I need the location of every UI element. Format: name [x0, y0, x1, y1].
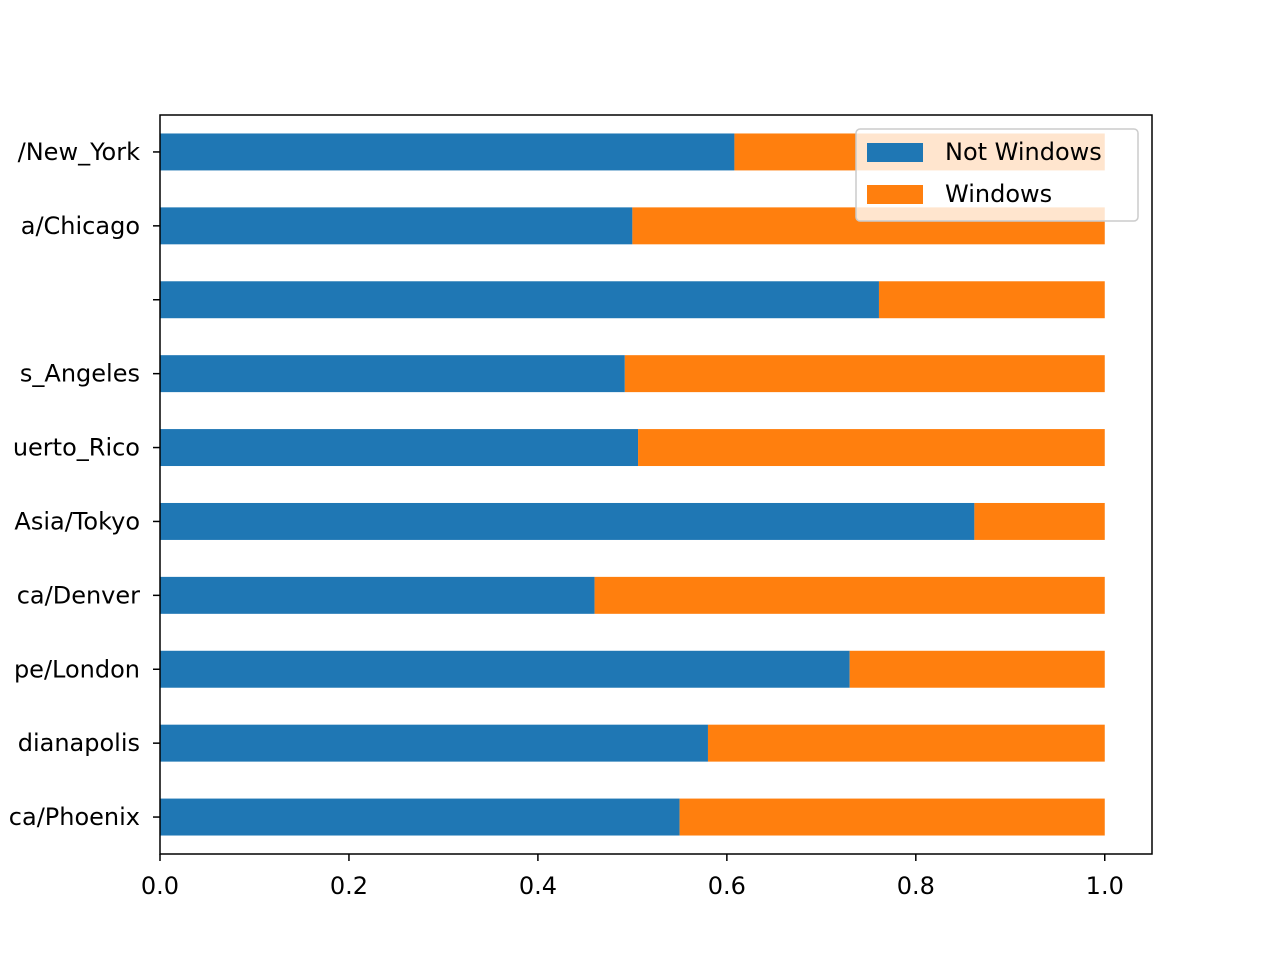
y-tick-label-2: pe/London	[14, 655, 140, 683]
y-tick-label-3: ca/Denver	[17, 581, 140, 609]
bar-windows-5	[638, 429, 1105, 467]
y-tick-label-0: ca/Phoenix	[9, 803, 140, 831]
bar-windows-4	[974, 502, 1105, 540]
legend-swatch-windows	[867, 185, 923, 204]
bar-not-windows-6	[160, 355, 625, 393]
legend-label-windows: Windows	[945, 180, 1052, 208]
x-tick-label-4: 0.8	[897, 872, 935, 900]
x-tick-label-5: 1.0	[1086, 872, 1124, 900]
y-tick-label-4: Asia/Tokyo	[14, 507, 140, 535]
bar-not-windows-5	[160, 429, 639, 467]
bar-windows-2	[849, 650, 1105, 688]
x-tick-label-0: 0.0	[141, 872, 179, 900]
y-tick-label-1: dianapolis	[18, 729, 140, 757]
y-tick-label-5: uerto_Rico	[13, 434, 140, 462]
x-tick-label-3: 0.6	[708, 872, 746, 900]
bar-not-windows-1	[160, 724, 708, 762]
bar-not-windows-3	[160, 576, 595, 614]
bar-windows-0	[679, 798, 1105, 836]
legend-label-not-windows: Not Windows	[945, 138, 1102, 166]
bar-not-windows-8	[160, 207, 633, 245]
y-tick-label-6: s_Angeles	[20, 360, 140, 388]
bar-not-windows-4	[160, 502, 975, 540]
bar-not-windows-9	[160, 133, 735, 171]
bar-not-windows-7	[160, 281, 879, 319]
y-tick-label-8: a/Chicago	[21, 212, 140, 240]
y-tick-label-9: /New_York	[18, 138, 140, 166]
bar-not-windows-2	[160, 650, 850, 688]
bar-windows-1	[707, 724, 1105, 762]
legend: Not Windows Windows	[855, 128, 1139, 222]
plot-frame	[159, 114, 1153, 855]
x-tick-label-2: 0.4	[519, 872, 557, 900]
ticks-group: ca/Phoenix dianapolis pe/London ca/Denver As…	[9, 138, 1124, 900]
bar-windows-3	[594, 576, 1105, 614]
bar-windows-6	[624, 355, 1105, 393]
x-tick-label-1: 0.2	[330, 872, 368, 900]
legend-frame	[855, 128, 1139, 222]
legend-swatch-not-windows	[867, 143, 923, 162]
bars-group	[160, 133, 1105, 836]
bar-windows-7	[878, 281, 1105, 319]
bar-not-windows-0	[160, 798, 680, 836]
